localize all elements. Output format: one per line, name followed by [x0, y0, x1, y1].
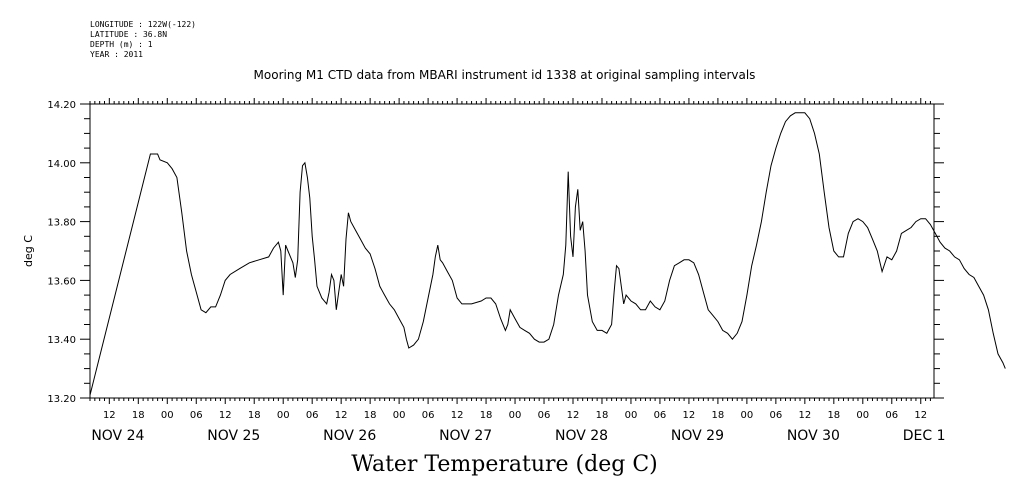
depth-label: DEPTH (m) : 1 [90, 40, 153, 49]
latitude-label: LATITUDE : 36.8N [90, 30, 168, 39]
x-date-label: NOV 24 [91, 428, 144, 444]
x-hour-tick-label: 18 [132, 410, 145, 421]
x-hour-tick-label: 06 [885, 410, 898, 421]
x-hour-tick-label: 18 [248, 410, 261, 421]
chart-title: Mooring M1 CTD data from MBARI instrumen… [253, 68, 756, 82]
x-date-label: NOV 25 [207, 428, 260, 444]
x-hour-tick-label: 06 [422, 410, 435, 421]
x-hour-tick-label: 00 [509, 410, 522, 421]
x-hour-tick-label: 18 [596, 410, 609, 421]
x-hour-tick-label: 18 [364, 410, 377, 421]
x-hour-tick-label: 12 [219, 410, 232, 421]
x-hour-tick-label: 06 [538, 410, 551, 421]
x-hour-tick-label: 06 [190, 410, 203, 421]
x-hour-tick-label: 00 [625, 410, 638, 421]
x-hour-tick-label: 12 [451, 410, 464, 421]
x-hour-tick-label: 12 [914, 410, 927, 421]
x-date-label: NOV 28 [555, 428, 608, 444]
x-hour-tick-label: 18 [827, 410, 840, 421]
x-date-label: DEC 1 [903, 428, 946, 444]
x-hour-tick-label: 18 [712, 410, 725, 421]
x-hour-tick-label: 00 [161, 410, 174, 421]
x-date-label: NOV 27 [439, 428, 492, 444]
x-hour-tick-label: 06 [306, 410, 319, 421]
plot-frame [89, 103, 935, 399]
x-hour-tick-label: 12 [335, 410, 348, 421]
x-hour-tick-label: 18 [480, 410, 493, 421]
x-hour-tick-label: 00 [856, 410, 869, 421]
x-hour-tick-label: 06 [769, 410, 782, 421]
y-axis-label: deg C [22, 235, 35, 267]
x-hour-tick-label: 00 [277, 410, 290, 421]
x-axis-label: Water Temperature (deg C) [351, 452, 658, 477]
y-tick-label: 13.20 [47, 394, 76, 405]
x-hour-tick-label: 06 [654, 410, 667, 421]
x-date-label: NOV 30 [787, 428, 840, 444]
longitude-label: LONGITUDE : 122W(-122) [90, 20, 196, 29]
y-tick-label: 13.60 [47, 276, 76, 287]
x-hour-tick-label: 12 [567, 410, 580, 421]
temperature-series-line [89, 112, 1006, 396]
x-hour-tick-label: 12 [683, 410, 696, 421]
year-label: YEAR : 2011 [90, 50, 143, 59]
metadata-block: LONGITUDE : 122W(-122) LATITUDE : 36.8N … [90, 20, 196, 60]
x-hour-tick-label: 00 [741, 410, 754, 421]
x-date-label: NOV 26 [323, 428, 376, 444]
y-tick-label: 13.40 [47, 335, 76, 346]
x-hour-tick-label: 12 [798, 410, 811, 421]
x-hour-tick-label: 12 [103, 410, 116, 421]
y-tick-label: 13.80 [47, 218, 76, 229]
y-tick-label: 14.20 [47, 100, 76, 111]
y-tick-label: 14.00 [47, 159, 76, 170]
x-date-label: NOV 29 [671, 428, 724, 444]
x-hour-tick-label: 00 [393, 410, 406, 421]
